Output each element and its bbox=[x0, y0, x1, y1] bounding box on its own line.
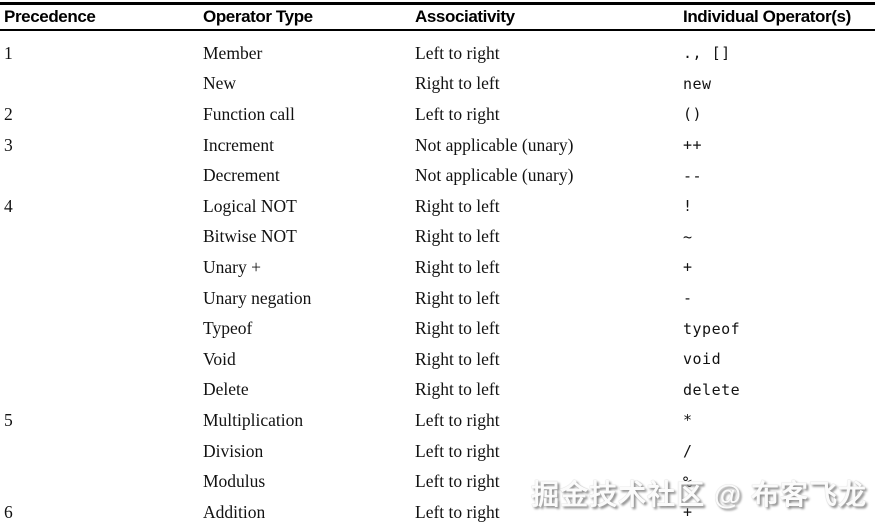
precedence-cell: 4 bbox=[4, 195, 13, 216]
precedence-cell: 6 bbox=[4, 501, 13, 522]
operator-type-cell: Multiplication bbox=[203, 409, 304, 430]
operator-type-cell: Member bbox=[203, 42, 263, 63]
operator-type-cell: Logical NOT bbox=[203, 195, 297, 216]
associativity-cell: Right to left bbox=[415, 195, 500, 216]
precedence-cell: 5 bbox=[4, 409, 13, 430]
operator-type-cell: Delete bbox=[203, 379, 249, 400]
header-operator-type: Operator Type bbox=[203, 7, 313, 26]
operators-cell: * bbox=[683, 411, 693, 430]
operators-cell: + bbox=[683, 503, 693, 522]
operators-cell: / bbox=[683, 442, 693, 461]
table-row: Void Right to left void bbox=[4, 344, 875, 375]
associativity-cell: Left to right bbox=[415, 42, 500, 63]
table-row: 6 Addition Left to right + bbox=[4, 497, 875, 528]
table-row: 5 Multiplication Left to right * bbox=[4, 405, 875, 436]
operator-type-cell: Division bbox=[203, 440, 264, 461]
table-row: Modulus Left to right% bbox=[4, 466, 875, 497]
operators-cell: ., [] bbox=[683, 44, 731, 63]
header-individual-operators: Individual Operator(s) bbox=[683, 7, 851, 26]
operator-type-cell: Decrement bbox=[203, 165, 280, 186]
table-row: Division Left to right / bbox=[4, 436, 875, 467]
operator-type-cell: Increment bbox=[203, 134, 274, 155]
operator-type-cell: Unary negation bbox=[203, 287, 312, 308]
operator-type-cell: Function call bbox=[203, 103, 295, 124]
operator-type-cell: Modulus bbox=[203, 471, 266, 492]
table-body: 1 Member Left to right ., [] New Right to lef… bbox=[0, 31, 875, 528]
table-row: Decrement Not applicable (unary) -- bbox=[4, 160, 875, 191]
header-precedence: Precedence bbox=[4, 7, 96, 26]
operators-cell: delete bbox=[683, 380, 741, 399]
table-row: Typeof Right to left typeof bbox=[4, 313, 875, 344]
table-row: New Right to left new bbox=[4, 69, 875, 100]
associativity-cell: Right to left bbox=[415, 73, 500, 94]
operators-cell: % bbox=[683, 472, 693, 491]
header-associativity: Associativity bbox=[415, 7, 515, 26]
table-row: Bitwise NOT Right to left ~ bbox=[4, 222, 875, 253]
operators-cell: - bbox=[683, 289, 693, 308]
associativity-cell: Left to right bbox=[415, 440, 500, 461]
associativity-cell: Not applicable (unary) bbox=[415, 165, 574, 186]
operators-cell: ! bbox=[683, 197, 693, 216]
operators-cell: + bbox=[683, 258, 693, 277]
operators-cell: new bbox=[683, 74, 712, 93]
table-row: 1 Member Left to right ., [] bbox=[4, 38, 875, 69]
operators-cell: -- bbox=[683, 166, 703, 185]
table-row: Delete Right to left delete bbox=[4, 375, 875, 406]
associativity-cell: Left to right bbox=[415, 501, 500, 522]
operators-cell: ++ bbox=[683, 136, 703, 155]
associativity-cell: Right to left bbox=[415, 256, 500, 277]
operators-cell: () bbox=[683, 105, 703, 124]
associativity-cell: Right to left bbox=[415, 348, 500, 369]
operators-cell: typeof bbox=[683, 319, 741, 338]
table-row: Unary negation Right to left - bbox=[4, 283, 875, 314]
precedence-cell: 1 bbox=[4, 42, 13, 63]
table-header-row: Precedence Operator Type Associativity I… bbox=[0, 2, 875, 31]
associativity-cell: Right to left bbox=[415, 379, 500, 400]
associativity-cell: Not applicable (unary) bbox=[415, 134, 574, 155]
table-row: 2 Function call Left to right () bbox=[4, 99, 875, 130]
table-row: 3 Increment Not applicable (unary) ++ bbox=[4, 130, 875, 161]
operator-type-cell: New bbox=[203, 73, 237, 94]
associativity-cell: Right to left bbox=[415, 318, 500, 339]
table-row: Unary + Right to left + bbox=[4, 252, 875, 283]
operators-cell: void bbox=[683, 350, 722, 369]
associativity-cell: Left to right bbox=[415, 409, 500, 430]
associativity-cell: Right to left bbox=[415, 226, 500, 247]
table-row: 4 Logical NOT Right to left! bbox=[4, 191, 875, 222]
operator-type-cell: Bitwise NOT bbox=[203, 226, 297, 247]
associativity-cell: Left to right bbox=[415, 103, 500, 124]
associativity-cell: Right to left bbox=[415, 287, 500, 308]
operator-type-cell: Unary + bbox=[203, 256, 261, 277]
operators-cell: ~ bbox=[683, 227, 693, 246]
precedence-cell: 3 bbox=[4, 134, 13, 155]
operator-type-cell: Void bbox=[203, 348, 236, 369]
precedence-cell: 2 bbox=[4, 103, 13, 124]
operator-type-cell: Addition bbox=[203, 501, 266, 522]
operator-type-cell: Typeof bbox=[203, 318, 253, 339]
associativity-cell: Left to right bbox=[415, 471, 500, 492]
